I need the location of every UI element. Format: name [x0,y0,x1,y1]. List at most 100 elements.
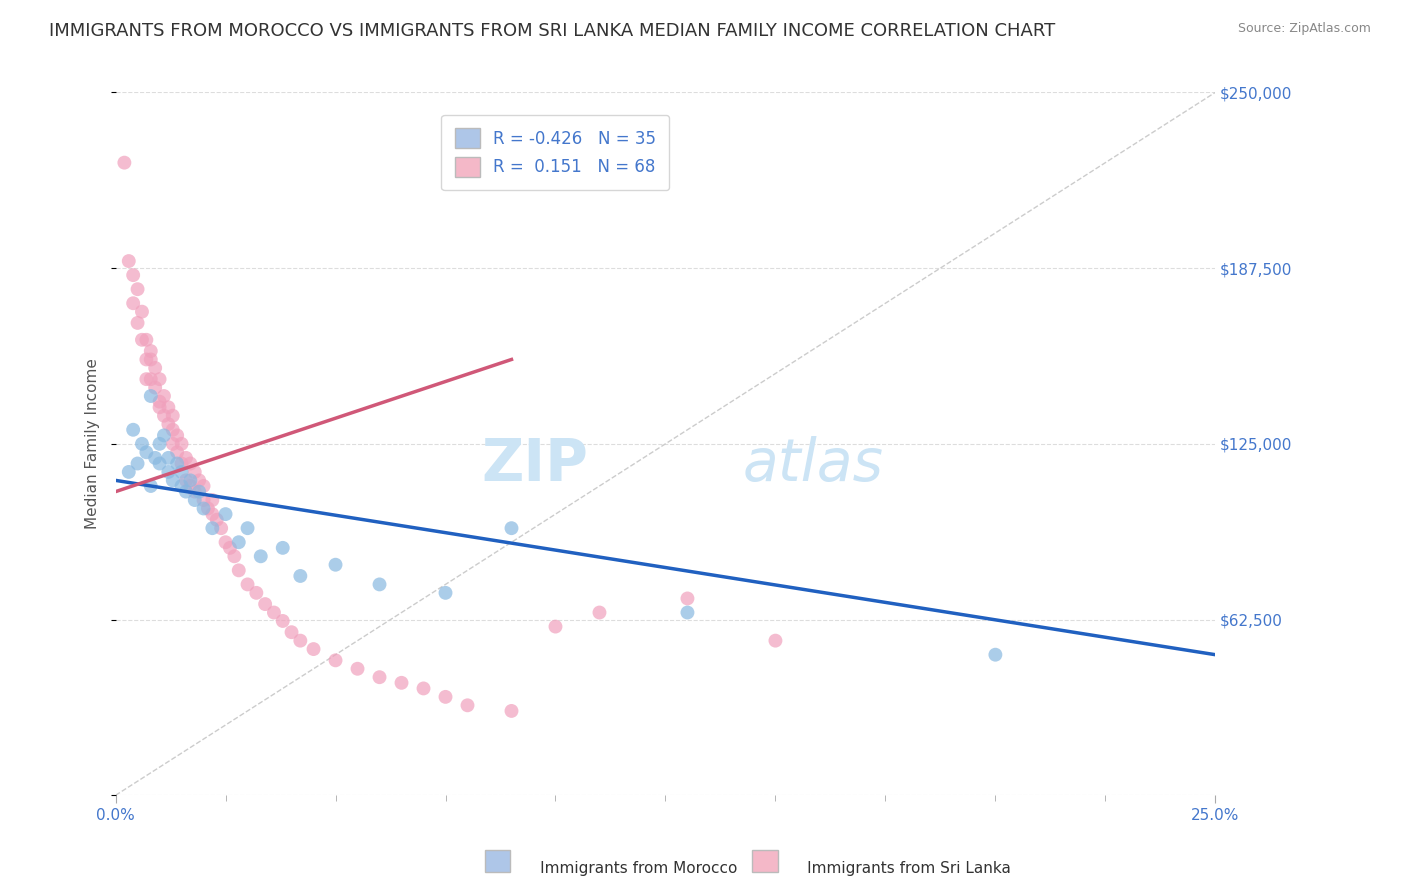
Point [139,372,162,386]
Point [127,457,149,471]
Point [157,417,180,431]
Point [984,648,1007,662]
Point [184,465,207,479]
Point [676,591,699,606]
Text: Immigrants from Sri Lanka: Immigrants from Sri Lanka [773,861,1011,876]
Point [174,474,197,488]
Point [765,633,787,648]
Point [219,541,242,555]
Point [162,474,184,488]
Point [228,535,250,549]
Point [131,304,153,318]
Point [162,423,184,437]
Point [166,445,188,459]
Point [162,437,184,451]
Point [135,333,157,347]
Point [170,479,193,493]
Point [228,563,250,577]
Point [135,445,157,459]
Point [193,479,215,493]
Point [368,670,391,684]
Point [368,577,391,591]
Point [501,704,523,718]
Point [153,428,176,442]
Point [122,296,145,310]
Point [544,619,567,633]
Point [139,389,162,403]
Text: ZIP: ZIP [482,436,589,493]
Point [148,401,170,415]
Point [157,401,180,415]
Point [290,569,312,583]
Point [170,465,193,479]
Point [174,484,197,499]
Point [193,501,215,516]
Point [127,282,149,296]
Point [457,698,479,713]
Point [127,316,149,330]
Point [209,521,232,535]
Point [118,254,141,268]
Point [434,690,457,704]
Point [245,586,267,600]
Point [179,479,201,493]
Point [214,507,236,521]
Text: Source: ZipAtlas.com: Source: ZipAtlas.com [1237,22,1371,36]
Point [501,521,523,535]
Point [143,381,166,395]
Point [179,457,201,471]
Point [179,474,201,488]
Point [157,465,180,479]
Point [184,484,207,499]
Point [122,268,145,282]
Point [346,662,368,676]
Point [148,457,170,471]
Point [139,352,162,367]
Point [122,423,145,437]
Point [139,344,162,359]
Point [197,501,219,516]
Point [188,474,211,488]
Point [201,507,224,521]
Point [254,597,277,611]
Point [148,372,170,386]
Point [170,437,193,451]
Point [153,389,176,403]
Point [148,437,170,451]
Point [174,450,197,465]
Point [412,681,434,696]
Point [148,394,170,409]
Point [112,155,135,169]
Point [325,558,347,572]
Point [434,586,457,600]
Point [391,675,413,690]
Point [263,606,285,620]
Point [271,541,294,555]
Point [193,493,215,508]
Point [184,493,207,508]
Point [131,437,153,451]
Point [118,465,141,479]
Point [157,450,180,465]
Point [153,409,176,423]
Point [162,409,184,423]
Point [214,535,236,549]
Point [249,549,271,564]
Point [139,479,162,493]
Point [166,457,188,471]
Y-axis label: Median Family Income: Median Family Income [86,359,100,529]
Point [236,577,259,591]
Text: IMMIGRANTS FROM MOROCCO VS IMMIGRANTS FROM SRI LANKA MEDIAN FAMILY INCOME CORREL: IMMIGRANTS FROM MOROCCO VS IMMIGRANTS FR… [49,22,1056,40]
Point [135,352,157,367]
Point [143,360,166,375]
Point [290,633,312,648]
Point [135,372,157,386]
Text: Immigrants from Morocco: Immigrants from Morocco [506,861,738,876]
Point [188,484,211,499]
Text: atlas: atlas [742,436,883,493]
Point [271,614,294,628]
Legend: R = -0.426   N = 35, R =  0.151   N = 68: R = -0.426 N = 35, R = 0.151 N = 68 [441,115,669,190]
Point [280,625,302,640]
Point [201,493,224,508]
Point [166,428,188,442]
